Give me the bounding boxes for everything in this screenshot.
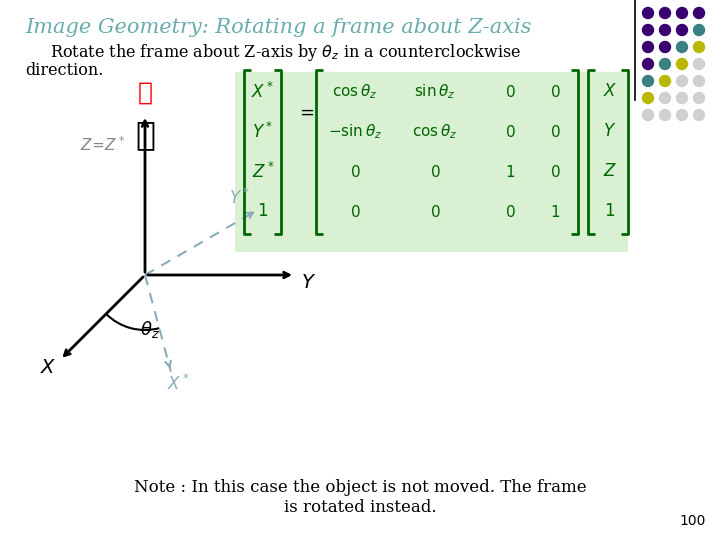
Text: $0$: $0$ xyxy=(549,84,560,100)
Text: Note : In this case the object is not moved. The frame: Note : In this case the object is not mo… xyxy=(134,480,586,496)
Circle shape xyxy=(642,42,654,52)
Text: $X^*$: $X^*$ xyxy=(251,82,274,102)
Text: $Z$: $Z$ xyxy=(603,164,617,180)
Text: $X$: $X$ xyxy=(40,359,56,377)
Text: $=$: $=$ xyxy=(296,103,315,121)
Circle shape xyxy=(677,58,688,70)
Text: 💡: 💡 xyxy=(135,118,155,152)
Text: 100: 100 xyxy=(680,514,706,528)
Text: $\cos\theta_z$: $\cos\theta_z$ xyxy=(413,123,458,141)
Text: $0$: $0$ xyxy=(549,124,560,140)
Text: is rotated instead.: is rotated instead. xyxy=(284,500,436,516)
Circle shape xyxy=(660,24,670,36)
Text: direction.: direction. xyxy=(25,62,104,79)
Circle shape xyxy=(660,58,670,70)
Text: $0$: $0$ xyxy=(505,84,516,100)
Circle shape xyxy=(660,76,670,86)
Circle shape xyxy=(660,110,670,120)
Text: $1$: $1$ xyxy=(505,164,515,180)
Text: $0$: $0$ xyxy=(350,204,360,220)
Text: $0$: $0$ xyxy=(430,164,441,180)
Circle shape xyxy=(677,24,688,36)
Circle shape xyxy=(660,8,670,18)
Circle shape xyxy=(660,42,670,52)
Text: $\cos\theta_z$: $\cos\theta_z$ xyxy=(333,83,377,102)
Circle shape xyxy=(693,42,704,52)
Circle shape xyxy=(642,110,654,120)
Text: $-\sin\theta_z$: $-\sin\theta_z$ xyxy=(328,123,382,141)
Text: $0$: $0$ xyxy=(505,204,516,220)
Text: $\sin\theta_z$: $\sin\theta_z$ xyxy=(414,83,456,102)
Text: $1$: $1$ xyxy=(550,204,560,220)
Text: $\theta_z$: $\theta_z$ xyxy=(140,320,160,341)
Text: Image Geometry: Rotating a frame about Z-axis: Image Geometry: Rotating a frame about Z… xyxy=(25,18,531,37)
Circle shape xyxy=(693,8,704,18)
Circle shape xyxy=(693,76,704,86)
Text: $1$: $1$ xyxy=(258,204,269,220)
Circle shape xyxy=(660,92,670,104)
Text: $1$: $1$ xyxy=(604,204,616,220)
Circle shape xyxy=(677,42,688,52)
Text: $Y^*$: $Y^*$ xyxy=(253,122,274,142)
Circle shape xyxy=(642,58,654,70)
Circle shape xyxy=(693,92,704,104)
Circle shape xyxy=(677,110,688,120)
Text: $Z\!=\!Z^*$: $Z\!=\!Z^*$ xyxy=(81,136,126,154)
Circle shape xyxy=(642,92,654,104)
Circle shape xyxy=(677,76,688,86)
Circle shape xyxy=(677,92,688,104)
Text: $X$: $X$ xyxy=(603,84,617,100)
Text: $0$: $0$ xyxy=(549,164,560,180)
Text: $0$: $0$ xyxy=(430,204,441,220)
Circle shape xyxy=(642,24,654,36)
Circle shape xyxy=(693,58,704,70)
Circle shape xyxy=(677,8,688,18)
Text: $0$: $0$ xyxy=(505,124,516,140)
FancyBboxPatch shape xyxy=(235,72,628,252)
Text: $Y^*$: $Y^*$ xyxy=(229,188,250,208)
Circle shape xyxy=(693,24,704,36)
Circle shape xyxy=(642,8,654,18)
Text: Rotate the frame about Z-axis by $\boldsymbol{\theta_z}$ in a counterclockwise: Rotate the frame about Z-axis by $\bolds… xyxy=(50,42,521,63)
Text: $Y$: $Y$ xyxy=(603,124,616,140)
Text: 👍: 👍 xyxy=(138,81,153,105)
Text: $Z^*$: $Z^*$ xyxy=(251,162,274,182)
Text: $X^*$: $X^*$ xyxy=(167,374,190,394)
Text: $Y$: $Y$ xyxy=(302,274,317,292)
Circle shape xyxy=(693,110,704,120)
Text: $0$: $0$ xyxy=(350,164,360,180)
Circle shape xyxy=(642,76,654,86)
